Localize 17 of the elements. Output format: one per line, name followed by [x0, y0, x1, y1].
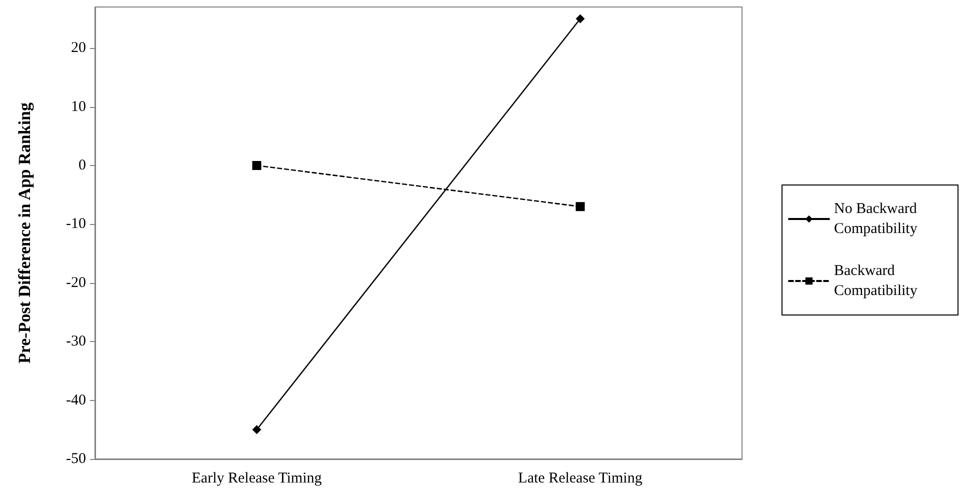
legend-label: No Backward Compatibility: [834, 201, 921, 237]
y-tick-label: -20: [66, 274, 86, 291]
y-tick-label: -10: [66, 216, 86, 232]
x-tick-label: Late Release Timing: [518, 470, 643, 486]
legend-label: Backward Compatibility: [834, 263, 918, 299]
y-tick-label: -40: [66, 392, 86, 408]
point: [252, 425, 262, 434]
x-tick-label: Early Release Timing: [192, 470, 322, 486]
point: [576, 202, 585, 212]
y-tick-label: 10: [71, 98, 86, 115]
y-tick-label: 20: [71, 40, 86, 56]
point: [576, 14, 585, 24]
y-tick-label: 0: [78, 157, 86, 174]
y-tick-label: -30: [66, 334, 86, 350]
point: [252, 160, 262, 170]
y-tick-label: -50: [66, 451, 86, 467]
y-axis-title: Pre-Post Difference in App Ranking: [15, 102, 34, 364]
